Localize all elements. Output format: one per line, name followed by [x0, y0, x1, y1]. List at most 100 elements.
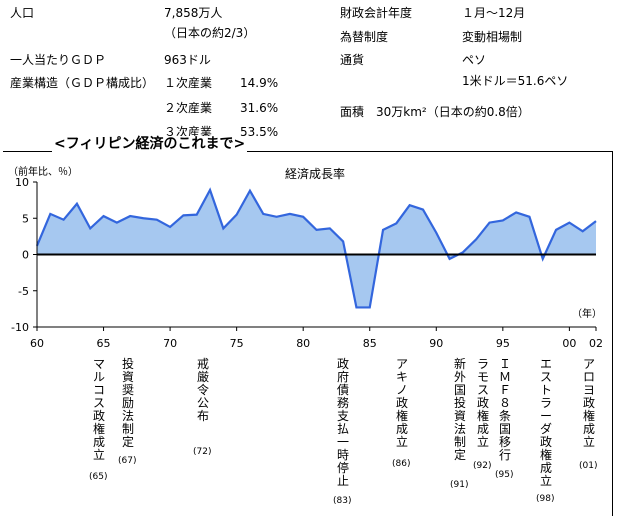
event-label: ラモス政権成立	[476, 357, 489, 449]
x-tick-label: 02	[589, 337, 603, 350]
event-year: (98)	[536, 494, 555, 504]
data-point	[528, 216, 530, 218]
data-point	[342, 240, 344, 242]
data-point	[103, 215, 105, 217]
data-point	[515, 211, 517, 213]
x-tick-label: 00	[562, 337, 576, 350]
chart-title: 経済成長率	[285, 167, 346, 181]
data-point	[129, 215, 131, 217]
event-year: (91)	[450, 480, 469, 490]
fx-label: 為替制度	[340, 30, 389, 44]
x-tick-label: 80	[296, 337, 310, 350]
event-year: (67)	[118, 456, 137, 466]
data-point	[49, 213, 51, 215]
event-label: 新外国投資法制定	[453, 357, 466, 462]
fx-value: 変動相場制	[462, 30, 523, 44]
x-tick-label: 95	[496, 337, 510, 350]
x-tick-label: 60	[30, 337, 44, 350]
industry-2-name: ２次産業	[164, 101, 213, 115]
data-point	[409, 204, 411, 206]
area-value: 面積 30万km²（日本の約0.8倍）	[340, 105, 530, 119]
event-year: (86)	[392, 459, 411, 469]
growth-series-line	[35, 187, 597, 309]
data-point	[76, 203, 78, 205]
gdp-value: 963ドル	[164, 53, 211, 67]
data-point	[435, 232, 437, 234]
data-point	[236, 214, 238, 216]
event-label: 戒厳令公布	[196, 357, 209, 423]
currency-value: ペソ	[462, 53, 487, 67]
frame-right-border	[612, 151, 613, 516]
x-tick-label: 65	[97, 337, 111, 350]
data-point	[595, 220, 597, 222]
x-axis-label: （年）	[572, 309, 602, 320]
currency-label: 通貨	[340, 53, 365, 67]
industry-2-share: 31.6%	[240, 101, 279, 115]
population-label: 人口	[10, 6, 35, 20]
y-tick-label: 5	[22, 212, 29, 225]
event-label: 投資奨励法制定	[121, 357, 134, 449]
data-point	[475, 238, 477, 240]
event-label: 政府債務支払一時停止	[336, 357, 349, 488]
data-point	[369, 306, 371, 308]
y-tick-label: 0	[22, 249, 29, 262]
x-tick-label: 90	[429, 337, 443, 350]
data-point	[489, 222, 491, 224]
frame-top-border	[3, 151, 613, 152]
event-year: (95)	[495, 470, 514, 480]
data-point	[329, 227, 331, 229]
data-point	[422, 209, 424, 211]
x-tick-label: 70	[163, 337, 177, 350]
x-tick-label: 85	[363, 337, 377, 350]
data-point	[196, 214, 198, 216]
data-point	[289, 213, 291, 215]
event-label: マルコス政権成立	[92, 357, 105, 462]
data-point	[222, 227, 224, 229]
industry-1-name: １次産業	[164, 76, 213, 90]
data-point	[182, 214, 184, 216]
event-year: (65)	[89, 472, 108, 482]
industry-1-share: 14.9%	[240, 76, 279, 90]
data-point	[382, 229, 384, 231]
y-axis-label: （前年比、％）	[8, 167, 78, 178]
fiscal-value: １月～12月	[462, 6, 526, 20]
data-point	[449, 258, 451, 260]
data-point	[355, 306, 357, 308]
event-label: アロヨ政権成立	[582, 357, 595, 449]
data-point	[568, 222, 570, 224]
data-point	[555, 229, 557, 231]
data-point	[462, 251, 464, 253]
data-point	[262, 213, 264, 215]
y-tick-label: 10	[15, 176, 29, 189]
data-point	[502, 219, 504, 221]
y-tick-label: -10	[11, 321, 29, 334]
data-point	[582, 230, 584, 232]
section-title: <フィリピン経済のこれまで>	[52, 136, 248, 152]
data-point	[316, 229, 318, 231]
x-tick-label: 75	[230, 337, 244, 350]
data-point	[249, 190, 251, 192]
event-year: (72)	[193, 447, 212, 457]
data-point	[116, 222, 118, 224]
event-year: (01)	[579, 461, 598, 471]
data-point	[169, 226, 171, 228]
data-point	[276, 216, 278, 218]
event-year: (83)	[333, 496, 352, 506]
population-note: （日本の約2/3）	[164, 26, 256, 40]
data-point	[542, 258, 544, 260]
industry-3-share: 53.5%	[240, 125, 279, 139]
event-year: (92)	[473, 461, 492, 471]
data-point	[156, 219, 158, 221]
data-point	[302, 216, 304, 218]
gdp-label: 一人当たりＧＤＰ	[10, 53, 107, 67]
data-point	[63, 219, 65, 221]
exchange-rate: 1米ドル＝51.6ペソ	[462, 74, 569, 88]
data-point	[395, 222, 397, 224]
event-label: アキノ政権成立	[395, 357, 408, 449]
structure-label: 産業構造（ＧＤＰ構成比）	[10, 76, 155, 90]
data-point	[142, 217, 144, 219]
event-label: エストラーダ政権成立	[539, 357, 552, 488]
fiscal-label: 財政会計年度	[340, 6, 413, 20]
